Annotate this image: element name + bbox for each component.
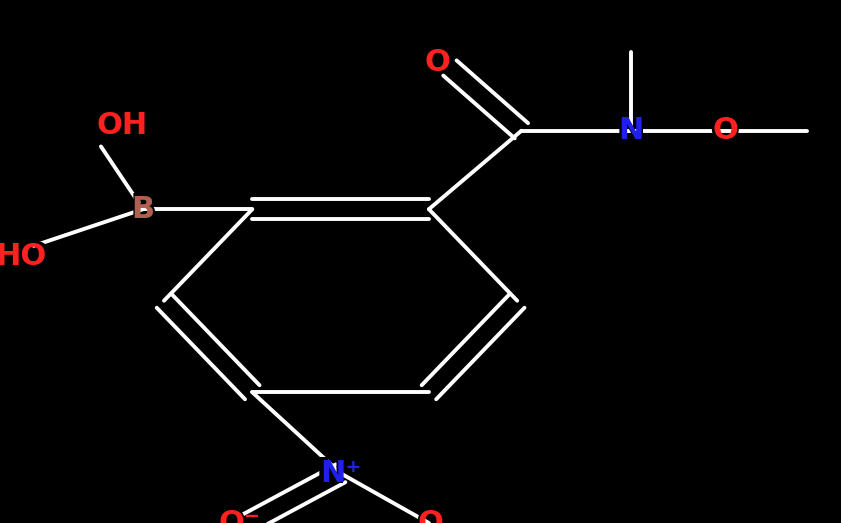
Text: O: O	[422, 46, 452, 80]
Text: B: B	[131, 195, 155, 224]
Text: O: O	[418, 508, 443, 523]
Text: N⁺: N⁺	[316, 456, 365, 491]
Text: HO: HO	[0, 242, 46, 271]
Text: N: N	[618, 116, 643, 145]
Text: O: O	[712, 116, 738, 145]
Text: O: O	[425, 48, 450, 77]
Text: N: N	[616, 113, 646, 148]
Text: HO: HO	[0, 239, 51, 274]
Text: O⁻: O⁻	[219, 508, 261, 523]
Text: OH: OH	[97, 111, 147, 140]
Text: N⁺: N⁺	[320, 459, 362, 488]
Text: O: O	[710, 113, 740, 148]
Text: OH: OH	[92, 108, 152, 143]
Text: O: O	[415, 506, 446, 523]
Text: B: B	[130, 192, 156, 226]
Text: O⁻: O⁻	[214, 506, 265, 523]
